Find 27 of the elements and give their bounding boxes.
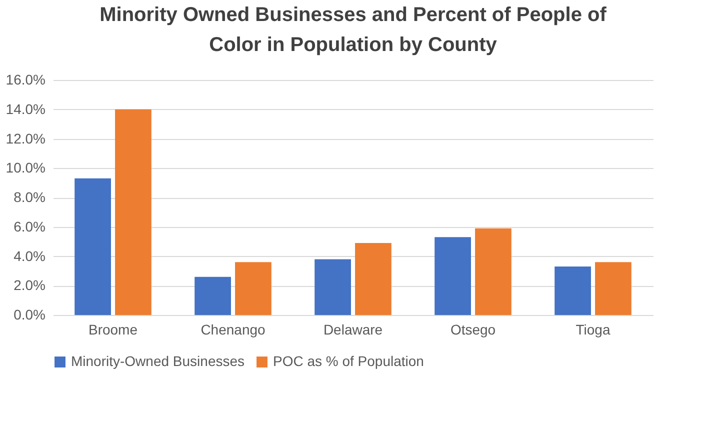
bar [115,109,152,315]
x-tick-label: Otsego [450,322,496,338]
y-tick-label: 6.0% [14,218,46,234]
bar [434,237,471,315]
bar [194,276,231,315]
x-tick-label: Delaware [323,322,383,338]
x-tick-label: Chenango [200,322,266,338]
bar [314,259,351,315]
y-tick-label: 10.0% [6,160,46,176]
bar [595,262,632,315]
y-tick-label: 8.0% [14,189,46,205]
y-tick-label: 14.0% [6,100,46,117]
bar [74,178,111,315]
legend-label: POC as % of Population [273,353,424,369]
bar [554,266,591,315]
x-tick-label: Broome [88,322,138,338]
y-tick-label: 4.0% [14,248,46,264]
y-tick-label: 16.0% [6,72,46,88]
y-tick-label: 12.0% [6,130,46,146]
bar [355,243,392,315]
y-tick-label: 2.0% [14,277,46,294]
bar [475,228,512,315]
y-tick-label: 0.0% [14,306,46,322]
legend-label: Minority-Owned Businesses [71,353,245,369]
bar [235,262,272,315]
x-tick-label: Tioga [576,322,610,338]
chart-title: Minority Owned Businesses and Percent of People of Color in Population by County [100,4,607,56]
